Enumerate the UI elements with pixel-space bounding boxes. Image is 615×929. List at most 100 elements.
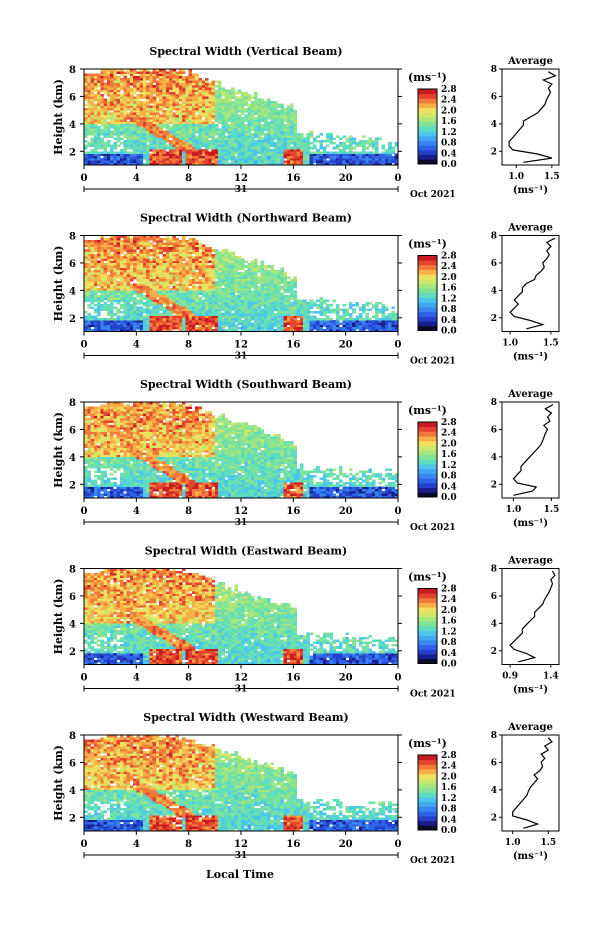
colorbar-tick-label: 2.0 <box>441 106 457 116</box>
date-label: 31 <box>235 685 248 695</box>
colorbar-swatch <box>418 274 437 280</box>
colorbar-swatch <box>418 755 437 761</box>
x-tick-label: 0 <box>395 173 402 184</box>
colorbar-tick-label: 1.6 <box>441 284 457 294</box>
colorbar-swatch <box>418 468 437 474</box>
profile-frame <box>501 734 560 832</box>
profile-x-tick-label: 1.5 <box>544 172 560 182</box>
colorbar-tick-label: 0.4 <box>441 316 457 326</box>
profile-y-tick-label: 6 <box>491 758 497 768</box>
profile-y-tick-label: 6 <box>491 259 497 269</box>
heatmap-cells <box>84 69 399 166</box>
y-tick-label: 8 <box>69 232 76 243</box>
colorbar-tick-label: 2.8 <box>441 585 457 595</box>
colorbar-swatch <box>418 255 437 261</box>
month-label: Oct 2021 <box>410 523 456 533</box>
x-tick-label: 0 <box>81 340 88 351</box>
colorbar-tick-label: 1.6 <box>441 117 457 127</box>
month-label: Oct 2021 <box>410 690 456 700</box>
colorbar-tick-label: 1.6 <box>441 783 457 793</box>
y-axis-label: Height (km) <box>52 79 65 155</box>
colorbar-swatch <box>418 269 437 275</box>
x-tick-label: 12 <box>234 340 248 351</box>
colorbar-tick-label: 2.4 <box>441 595 457 605</box>
profile-x-tick-label: 1.0 <box>505 838 521 848</box>
profile-title: Average <box>507 556 553 567</box>
colorbar-tick-label: 1.6 <box>441 450 457 460</box>
profile-y-tick-label: 4 <box>491 286 497 296</box>
colorbar-swatch <box>418 658 437 664</box>
colorbar-unit: (ms⁻¹) <box>408 238 447 251</box>
panel-1: Spectral Width (Northward Beam) 2 4 6 8 Heigh… <box>52 212 560 367</box>
colorbar-frame <box>417 255 438 331</box>
profile-y-tick-label: 8 <box>491 565 497 575</box>
profile-y-tick-label: 4 <box>491 453 497 463</box>
panel-title: Spectral Width (Vertical Beam) <box>149 45 342 58</box>
profile-frame <box>501 401 560 499</box>
colorbar-swatch <box>418 787 437 793</box>
y-tick-label: 4 <box>69 120 76 131</box>
profile-y-tick-label: 2 <box>491 314 497 324</box>
heatmap-cells <box>84 568 399 665</box>
y-tick-label: 4 <box>69 786 76 797</box>
colorbar-swatch <box>418 89 437 95</box>
colorbar-swatch <box>418 630 437 636</box>
heatmap-cells <box>84 402 399 499</box>
colorbar-swatch <box>418 283 437 289</box>
y-tick-label: 6 <box>69 592 76 603</box>
colorbar-frame <box>417 588 438 664</box>
y-tick-label: 2 <box>69 314 76 325</box>
y-axis-label: Height (km) <box>52 246 65 322</box>
colorbar-swatch <box>418 797 437 803</box>
panel-title: Spectral Width (Westward Beam) <box>143 711 348 724</box>
y-tick-label: 6 <box>69 92 76 103</box>
colorbar-swatch <box>418 773 437 779</box>
profile-x-label: (ms⁻¹) <box>513 851 548 862</box>
colorbar-swatch <box>418 135 437 141</box>
colorbar-swatch <box>418 487 437 493</box>
colorbar-swatch <box>418 440 437 446</box>
colorbar-swatch <box>418 154 437 160</box>
profile-x-tick-label: 1.0 <box>502 339 518 349</box>
colorbar-swatch <box>418 316 437 322</box>
profile-panel: Average 2 4 6 8 0.9 1.4 (ms⁻¹) <box>491 556 560 696</box>
colorbar-swatch <box>418 769 437 775</box>
profile-y-tick-label: 4 <box>491 619 497 629</box>
x-tick-label: 8 <box>185 340 192 351</box>
colorbar-tick-label: 0.8 <box>441 139 457 149</box>
x-tick-label: 12 <box>234 506 248 517</box>
x-tick-label: 0 <box>81 839 88 850</box>
colorbar-tick-label: 2.0 <box>441 273 457 283</box>
colorbar-swatch <box>418 801 437 807</box>
colorbar-tick-label: 1.2 <box>441 627 457 637</box>
colorbar-swatch <box>418 811 437 817</box>
y-tick-label: 4 <box>69 453 76 464</box>
colorbar: (ms⁻¹) 0.00.40.81.21.62.02.42.8 <box>408 238 457 337</box>
y-axis-label: Height (km) <box>52 579 65 655</box>
x-tick-label: 4 <box>133 673 140 684</box>
colorbar-swatch <box>418 764 437 770</box>
x-tick-label: 20 <box>339 839 353 850</box>
colorbar-swatch <box>418 278 437 285</box>
colorbar-tick-label: 1.2 <box>441 128 457 138</box>
profile-x-label: (ms⁻¹) <box>513 685 548 696</box>
colorbar-tick-label: 0.8 <box>441 805 457 815</box>
colorbar-swatch <box>418 616 437 622</box>
colorbar-tick-label: 2.4 <box>441 762 457 772</box>
heatmap-cells <box>84 235 399 332</box>
colorbar-swatch <box>418 602 437 608</box>
colorbar-swatch <box>418 492 437 498</box>
colorbar-swatch <box>418 140 437 146</box>
colorbar-tick-label: 0.8 <box>441 638 457 648</box>
colorbar-swatch <box>418 297 437 303</box>
profile-x-label: (ms⁻¹) <box>513 185 548 196</box>
y-tick-label: 4 <box>69 619 76 630</box>
colorbar-frame <box>417 421 438 498</box>
colorbar-tick-label: 1.6 <box>441 617 457 627</box>
heatmap-cells <box>84 735 399 832</box>
colorbar-swatch <box>418 431 437 437</box>
x-tick-label: 4 <box>133 340 140 351</box>
colorbar-swatch <box>418 464 437 470</box>
colorbar-swatch <box>418 422 437 428</box>
profile-line <box>512 737 553 829</box>
